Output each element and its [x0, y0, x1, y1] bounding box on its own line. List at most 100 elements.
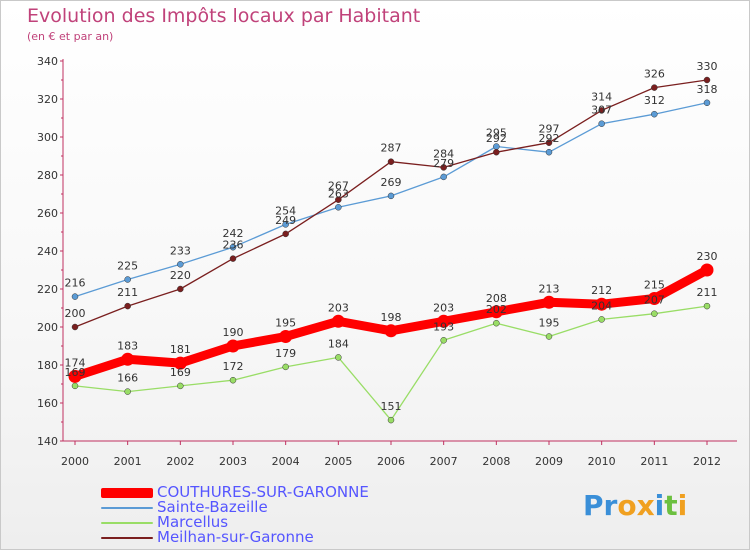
data-point: [387, 192, 395, 200]
x-tick-label: 2012: [693, 455, 721, 468]
data-point: [489, 305, 503, 319]
legend-swatch: [101, 521, 153, 524]
y-tick-label: 140: [37, 435, 58, 448]
data-point: [229, 255, 237, 262]
data-label: 169: [170, 366, 191, 379]
data-point: [647, 292, 661, 305]
data-point: [71, 382, 79, 390]
x-tick-label: 2000: [61, 455, 89, 468]
proxiti-logo: Proxiti: [583, 489, 687, 522]
x-tick-label: 2008: [482, 455, 510, 468]
data-label: 195: [539, 317, 560, 330]
x-tick-label: 2010: [588, 455, 616, 468]
data-label: 254: [275, 204, 296, 217]
x-tick-label: 2011: [640, 455, 668, 468]
data-point: [651, 84, 658, 91]
data-label: 213: [539, 282, 560, 295]
data-point: [282, 363, 289, 371]
data-label: 211: [117, 286, 138, 299]
data-label: 169: [65, 366, 86, 379]
data-label: 172: [223, 360, 244, 373]
data-point: [229, 376, 237, 384]
legend-item: Meilhan-sur-Garonne: [101, 530, 369, 545]
data-label: 151: [381, 400, 402, 413]
data-point: [545, 139, 553, 146]
data-point: [124, 302, 131, 310]
data-label: 326: [644, 68, 665, 81]
legend-label: COUTHURES-SUR-GARONNE: [157, 483, 369, 501]
x-tick-label: 2009: [535, 455, 563, 468]
y-tick-label: 160: [37, 397, 58, 410]
data-point: [703, 99, 711, 107]
legend-item: Sainte-Bazeille: [101, 500, 369, 515]
data-point: [651, 110, 658, 118]
data-label: 215: [644, 279, 665, 292]
data-label: 181: [170, 343, 191, 356]
data-point: [598, 316, 605, 323]
data-label: 195: [275, 317, 296, 330]
data-point: [595, 297, 609, 311]
data-label: 330: [697, 60, 718, 73]
data-label: 166: [117, 372, 138, 385]
x-tick-label: 2005: [324, 455, 352, 468]
logo-letter: i: [654, 489, 665, 522]
data-label: 198: [381, 311, 402, 324]
data-point: [173, 356, 187, 370]
legend-swatch: [101, 487, 153, 498]
data-label: 190: [223, 326, 244, 339]
data-label: 318: [697, 83, 718, 96]
data-point: [177, 285, 184, 293]
data-point: [598, 120, 605, 127]
data-label: 292: [486, 132, 507, 145]
data-point: [651, 310, 658, 317]
data-point: [542, 295, 556, 309]
data-label: 312: [644, 94, 665, 107]
data-label: 249: [275, 214, 296, 227]
data-point: [177, 261, 184, 268]
legend-item: Marcellus: [101, 515, 369, 530]
logo-letter: o: [617, 489, 637, 522]
data-label: 207: [644, 294, 665, 307]
y-tick-label: 300: [37, 131, 58, 144]
x-tick-label: 2004: [272, 455, 300, 468]
data-point: [124, 276, 131, 283]
data-label: 212: [591, 284, 612, 297]
x-tick-label: 2006: [377, 455, 405, 468]
data-point: [282, 230, 289, 238]
data-point: [700, 263, 714, 277]
legend-swatch: [101, 536, 153, 539]
data-label: 284: [433, 147, 454, 160]
data-label: 193: [433, 320, 454, 333]
data-point: [331, 314, 345, 328]
data-label: 242: [223, 227, 244, 240]
legend-label: Meilhan-sur-Garonne: [157, 528, 314, 546]
data-point: [71, 293, 79, 300]
data-point: [387, 158, 395, 165]
data-label: 279: [433, 157, 454, 170]
data-point: [282, 221, 289, 228]
data-point: [335, 354, 342, 361]
data-point: [335, 204, 342, 211]
data-point: [121, 352, 135, 366]
data-label: 236: [223, 239, 244, 252]
data-label: 307: [591, 104, 612, 117]
data-label: 230: [697, 250, 718, 263]
data-point: [384, 324, 398, 338]
data-point: [703, 302, 711, 310]
data-label: 203: [328, 301, 349, 314]
y-tick-label: 200: [37, 321, 58, 334]
y-tick-label: 280: [37, 169, 58, 182]
x-tick-label: 2001: [114, 455, 142, 468]
data-point: [229, 243, 237, 251]
y-tick-label: 340: [37, 55, 58, 68]
data-point: [387, 416, 395, 424]
legend-item: COUTHURES-SUR-GARONNE: [101, 485, 369, 500]
data-label: 269: [381, 176, 402, 189]
data-label: 211: [697, 286, 718, 299]
logo-letter: t: [664, 489, 678, 522]
logo-letter: x: [636, 489, 655, 522]
y-tick-label: 220: [37, 283, 58, 296]
data-label: 263: [328, 187, 349, 200]
data-label: 200: [65, 307, 86, 320]
data-point: [440, 164, 447, 171]
